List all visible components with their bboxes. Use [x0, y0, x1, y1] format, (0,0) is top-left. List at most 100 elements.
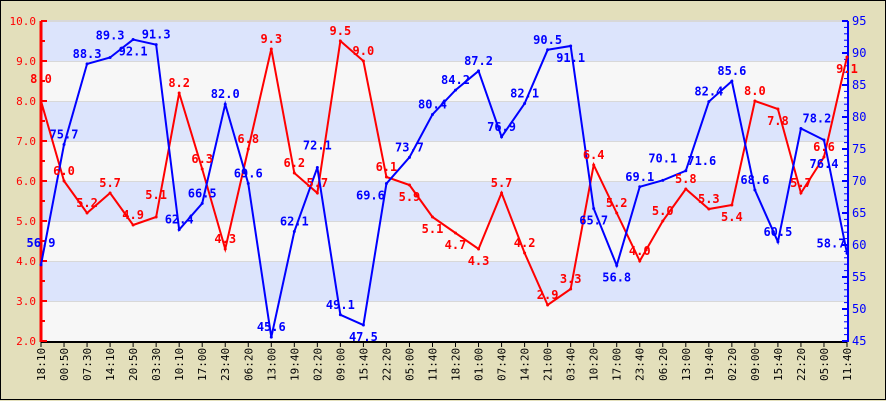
x-tick-label: 11:40 — [841, 348, 854, 381]
data-point — [315, 166, 319, 170]
x-tick-label: 00:50 — [58, 348, 71, 381]
data-point — [39, 99, 43, 103]
data-point — [845, 55, 849, 59]
x-tick-label: 23:40 — [634, 348, 647, 381]
data-point — [477, 247, 481, 251]
x-tick-label: 07:40 — [496, 348, 509, 381]
data-point — [707, 207, 711, 211]
data-label: 62.1 — [280, 215, 309, 229]
data-point — [615, 211, 619, 215]
data-label: 60.5 — [763, 225, 792, 239]
left-tick-label: 3.0 — [16, 295, 36, 308]
right-tick-label: 85 — [852, 78, 866, 92]
data-point — [799, 191, 803, 195]
data-point — [154, 43, 158, 47]
data-label: 7.8 — [767, 114, 789, 128]
data-label: 5.2 — [76, 196, 98, 210]
data-label: 9.1 — [836, 62, 858, 76]
data-label: 76.9 — [487, 120, 516, 134]
x-tick-label: 05:00 — [818, 348, 831, 381]
x-tick-label: 05:00 — [403, 348, 416, 381]
data-point — [500, 135, 504, 139]
x-tick-label: 19:40 — [703, 348, 716, 381]
data-label: 62.4 — [165, 213, 194, 227]
data-label: 5.2 — [606, 196, 628, 210]
data-label: 78.2 — [802, 112, 831, 126]
data-point — [361, 59, 365, 63]
data-label: 88.3 — [73, 47, 102, 61]
data-label: 6.4 — [583, 148, 605, 162]
data-point — [523, 102, 527, 106]
data-label: 89.3 — [96, 28, 125, 42]
data-point — [753, 188, 757, 192]
x-tick-label: 06:20 — [242, 348, 255, 381]
data-point — [845, 251, 849, 255]
data-label: 8.0 — [30, 72, 52, 86]
data-label: 90.5 — [533, 33, 562, 47]
data-point — [661, 178, 665, 182]
data-label: 9.0 — [353, 44, 375, 58]
data-label: 76.4 — [810, 157, 839, 171]
data-point — [39, 263, 43, 267]
right-tick-label: 55 — [852, 270, 866, 284]
right-tick-label: 65 — [852, 206, 866, 220]
x-tick-label: 02:20 — [726, 348, 739, 381]
data-point — [569, 44, 573, 48]
data-label: 5.0 — [652, 204, 674, 218]
data-label: 3.3 — [560, 272, 582, 286]
data-point — [223, 102, 227, 106]
data-label: 6.1 — [376, 160, 398, 174]
data-point — [292, 171, 296, 175]
data-label: 49.1 — [326, 298, 355, 312]
data-point — [269, 335, 273, 339]
data-point — [177, 228, 181, 232]
x-tick-label: 22:20 — [380, 348, 393, 381]
data-label: 5.1 — [422, 222, 444, 236]
data-point — [430, 215, 434, 219]
right-tick-label: 75 — [852, 142, 866, 156]
data-point — [776, 240, 780, 244]
data-point — [315, 191, 319, 195]
data-point — [822, 155, 826, 159]
data-point — [707, 100, 711, 104]
data-point — [407, 183, 411, 187]
data-point — [338, 313, 342, 317]
red-series-line — [40, 39, 848, 307]
data-label: 87.2 — [464, 54, 493, 68]
left-tick-label: 5.0 — [16, 215, 36, 228]
left-tick-label: 7.0 — [16, 135, 36, 148]
data-label: 6.6 — [813, 140, 835, 154]
data-label: 72.1 — [303, 139, 332, 153]
data-point — [753, 99, 757, 103]
data-label: 5.9 — [399, 190, 421, 204]
data-point — [223, 247, 227, 251]
data-point — [177, 91, 181, 95]
data-point — [108, 55, 112, 59]
data-label: 5.7 — [491, 176, 513, 190]
x-tick-label: 03:30 — [150, 348, 163, 381]
data-point — [246, 182, 250, 186]
data-label: 6.8 — [237, 132, 259, 146]
right-tick-label: 45 — [852, 334, 866, 348]
data-label: 56.9 — [27, 236, 56, 250]
data-point — [62, 179, 66, 183]
x-tick-label: 15:40 — [772, 348, 785, 381]
data-point — [269, 47, 273, 51]
right-tick-label: 80 — [852, 110, 866, 124]
right-tick-label: 50 — [852, 302, 866, 316]
plot-band — [41, 141, 847, 181]
data-point — [730, 203, 734, 207]
data-point — [200, 167, 204, 171]
data-label: 69.6 — [356, 189, 385, 203]
data-point — [384, 182, 388, 186]
x-tick-label: 02:20 — [311, 348, 324, 381]
right-tick-label: 60 — [852, 238, 866, 252]
data-label: 4.9 — [122, 208, 144, 222]
data-label: 8.2 — [168, 76, 190, 90]
left-tick-label: 9.0 — [16, 55, 36, 68]
x-tick-label: 11:40 — [426, 348, 439, 381]
left-tick-label: 10.0 — [10, 15, 37, 28]
x-tick-label: 13:00 — [680, 348, 693, 381]
